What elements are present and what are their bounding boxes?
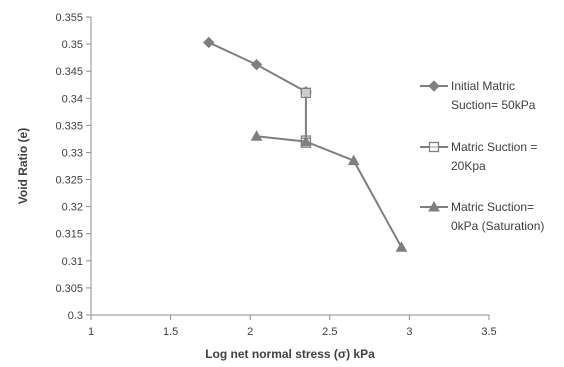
legend-entry-2: Matric Suction = 20Kpa: [420, 140, 537, 173]
x-tick-label: 2.5: [322, 326, 337, 338]
y-tick-label: 0.315: [55, 229, 83, 241]
diamond-point: [250, 58, 263, 71]
triangle-point: [347, 154, 360, 166]
y-tick-label: 0.355: [55, 12, 83, 24]
x-axis-title: Log net normal stress (σ) kPa: [205, 347, 375, 361]
y-tick-label: 0.33: [62, 147, 83, 159]
legend: Initial Matric Suction= 50kPa Matric Sucti…: [420, 79, 544, 233]
diamond-point: [203, 36, 215, 49]
legend-square-icon: [428, 141, 440, 153]
y-tick-label: 0.335: [55, 120, 83, 132]
x-tick-label: 1: [88, 326, 94, 338]
y-tick-label: 0.32: [62, 202, 83, 214]
y-axis-title: Void Ratio (e): [16, 128, 30, 204]
legend-entry-1: Initial Matric Suction= 50kPa: [420, 79, 536, 112]
legend-label: 20Kpa: [451, 159, 486, 173]
series-line: [256, 135, 403, 248]
series-3: [250, 130, 408, 252]
x-tick-label: 1.5: [163, 326, 178, 338]
legend-label: Suction= 50kPa: [451, 98, 536, 112]
legend-label: Matric Suction =: [451, 140, 537, 154]
y-tick-label: 0.305: [55, 283, 83, 295]
square-point: [300, 87, 312, 99]
legend-triangle-icon: [428, 200, 440, 212]
series-layer: [203, 36, 408, 252]
triangle-point: [395, 241, 408, 252]
triangle-point: [300, 135, 312, 147]
y-tick-label: 0.35: [62, 39, 83, 51]
triangle-point: [250, 130, 263, 141]
legend-label: Matric Suction=: [451, 200, 534, 214]
y-tick-label: 0.3: [68, 310, 83, 322]
x-tick-label: 2: [247, 326, 253, 338]
y-tick-label: 0.325: [55, 175, 83, 187]
legend-label: Initial Matric: [451, 79, 515, 93]
y-tick-label: 0.31: [62, 256, 83, 268]
legend-entry-3: Matric Suction= 0kPa (Saturation): [420, 200, 544, 233]
x-tick-label: 3.5: [481, 326, 496, 338]
y-tick-label: 0.34: [62, 93, 83, 105]
x-tick-label: 3: [406, 326, 412, 338]
axes: 0.3 0.305 0.31 0.315 0.32 0.325 0.33 0.335 0.34 0…: [55, 12, 496, 338]
series-1: [203, 36, 312, 99]
legend-diamond-icon: [428, 80, 440, 92]
legend-label: 0kPa (Saturation): [451, 219, 544, 233]
y-tick-label: 0.345: [55, 66, 83, 78]
